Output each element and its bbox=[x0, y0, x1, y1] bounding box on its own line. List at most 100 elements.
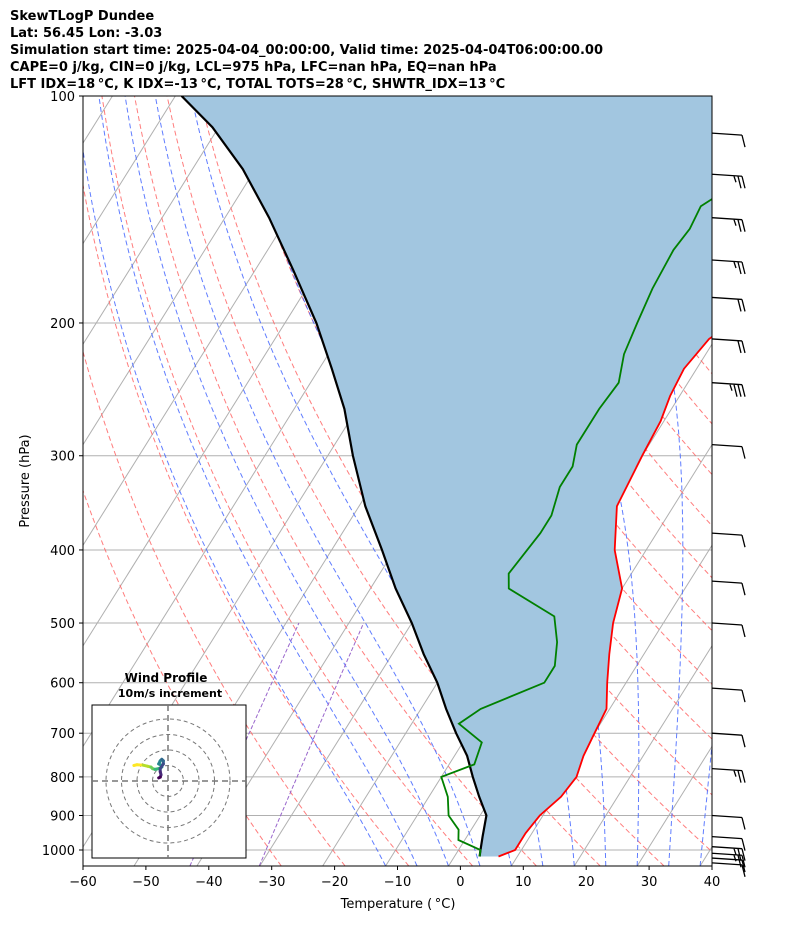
hodograph-subtitle: 10m/s increment bbox=[118, 687, 222, 700]
wind-barb-half bbox=[733, 855, 737, 862]
wind-barb bbox=[711, 835, 746, 851]
wind-barb-half bbox=[729, 384, 733, 391]
wind-barb-flag bbox=[741, 176, 746, 189]
wind-barb-half bbox=[733, 770, 737, 777]
time-line: Simulation start time: 2025-04-04_00:00:… bbox=[10, 43, 603, 58]
wind-barb-flag bbox=[741, 299, 746, 312]
y-tick-label: 600 bbox=[50, 677, 75, 692]
wind-barb bbox=[711, 814, 746, 830]
y-tick-label: 900 bbox=[50, 809, 75, 824]
dry-adiabat bbox=[83, 349, 346, 866]
wind-barb-flag bbox=[741, 848, 746, 861]
moist-adiabat bbox=[98, 96, 418, 866]
wind-barb-flag bbox=[741, 384, 746, 397]
chart-title: SkewTLogP Dundee bbox=[10, 9, 155, 24]
wind-barb-staff bbox=[711, 852, 743, 856]
wind-barb-flag bbox=[741, 219, 746, 232]
y-tick-label: 300 bbox=[50, 450, 75, 465]
plot-area bbox=[83, 96, 712, 866]
x-tick-label: −50 bbox=[132, 875, 159, 890]
isotherm-line bbox=[83, 96, 302, 446]
wind-barb-staff bbox=[711, 132, 743, 136]
wind-barb-flag bbox=[741, 864, 746, 878]
y-tick-label: 700 bbox=[50, 727, 75, 742]
wind-barb-flag bbox=[737, 384, 742, 397]
location-line: Lat: 56.45 Lon: -3.03 bbox=[10, 26, 163, 41]
wind-barb bbox=[711, 532, 746, 548]
wind-barb-staff bbox=[711, 862, 743, 866]
wind-barb-flag bbox=[741, 838, 746, 851]
wind-barb-staff bbox=[711, 814, 743, 819]
moist-adiabat bbox=[574, 96, 684, 866]
wind-barb-flag bbox=[741, 770, 746, 783]
wind-barb-flag bbox=[741, 735, 746, 748]
wind-barb bbox=[711, 443, 746, 459]
wind-barb-flag bbox=[737, 340, 742, 354]
wind-barb bbox=[711, 217, 746, 232]
x-tick-label: −60 bbox=[69, 875, 96, 890]
wind-barb bbox=[711, 846, 746, 861]
wind-barb-staff bbox=[711, 259, 743, 263]
wind-barb-flag bbox=[737, 848, 742, 861]
y-tick-label: 400 bbox=[50, 544, 75, 559]
wind-barb bbox=[711, 382, 746, 397]
wind-barb bbox=[711, 767, 746, 783]
wind-barb-staff bbox=[711, 532, 743, 536]
hodograph-title: Wind Profile bbox=[125, 671, 208, 685]
hodograph-segment bbox=[157, 775, 162, 780]
wind-barb-staff bbox=[711, 173, 743, 177]
dry-adiabat bbox=[101, 96, 473, 866]
wind-barb-staff bbox=[711, 846, 743, 850]
wind-barb-flag bbox=[741, 817, 746, 830]
y-tick-label: 200 bbox=[50, 317, 75, 332]
wind-barb-staff bbox=[711, 767, 743, 772]
hodograph-inset bbox=[91, 704, 247, 859]
x-tick-label: 30 bbox=[641, 875, 658, 890]
dry-adiabat bbox=[492, 96, 712, 425]
wind-barb-flag bbox=[737, 855, 742, 868]
isotherm-line bbox=[83, 96, 176, 245]
x-axis-label: Temperature ( °C) bbox=[340, 897, 456, 912]
moist-adiabat bbox=[83, 147, 387, 866]
wind-barb-flag bbox=[741, 261, 746, 275]
y-tick-label: 800 bbox=[50, 771, 75, 786]
wind-barb bbox=[711, 732, 746, 748]
wind-barb-flag bbox=[737, 299, 742, 312]
hodograph-ring bbox=[136, 749, 200, 813]
wind-barb bbox=[711, 862, 746, 878]
wind-barb bbox=[711, 259, 746, 275]
wind-barb bbox=[711, 173, 746, 189]
wind-barb-half bbox=[733, 176, 737, 183]
x-tick-label: −10 bbox=[384, 875, 411, 890]
dry-adiabat bbox=[166, 96, 601, 866]
wind-barb bbox=[711, 852, 746, 868]
wind-barb-half bbox=[733, 219, 737, 226]
wind-barb-staff bbox=[711, 687, 743, 691]
wind-barb-staff bbox=[711, 443, 743, 448]
parcel-profile-line bbox=[180, 96, 488, 857]
dewpoint-line bbox=[440, 197, 712, 857]
chart-header: SkewTLogP Dundee Lat: 56.45 Lon: -3.03 S… bbox=[10, 8, 603, 93]
y-tick-label: 1000 bbox=[42, 844, 75, 859]
wind-barbs bbox=[711, 132, 746, 878]
wind-barb-staff bbox=[711, 732, 743, 736]
wind-barb-staff bbox=[711, 622, 743, 626]
x-tick-label: 10 bbox=[515, 875, 532, 890]
wind-barb bbox=[711, 687, 746, 703]
wind-barb bbox=[711, 857, 746, 873]
wind-barb-flag bbox=[741, 534, 746, 548]
wind-barb-flag bbox=[741, 583, 746, 596]
wind-barb-half bbox=[733, 848, 737, 855]
x-tick-label: −30 bbox=[258, 875, 285, 890]
hodograph-ring bbox=[105, 718, 231, 844]
dry-adiabat bbox=[83, 182, 410, 866]
wind-barb-flag bbox=[741, 624, 746, 638]
wind-barb-flag bbox=[741, 340, 746, 354]
wind-barb-flag bbox=[741, 689, 746, 703]
convective-params-line: CAPE=0 j/kg, CIN=0 j/kg, LCL=975 hPa, LF… bbox=[10, 60, 497, 75]
wind-barb-half bbox=[733, 261, 737, 269]
wind-barb-staff bbox=[711, 217, 743, 221]
wind-barb-flag bbox=[741, 855, 746, 868]
wind-barb-flag bbox=[737, 219, 742, 232]
wind-barb-staff bbox=[711, 835, 743, 840]
